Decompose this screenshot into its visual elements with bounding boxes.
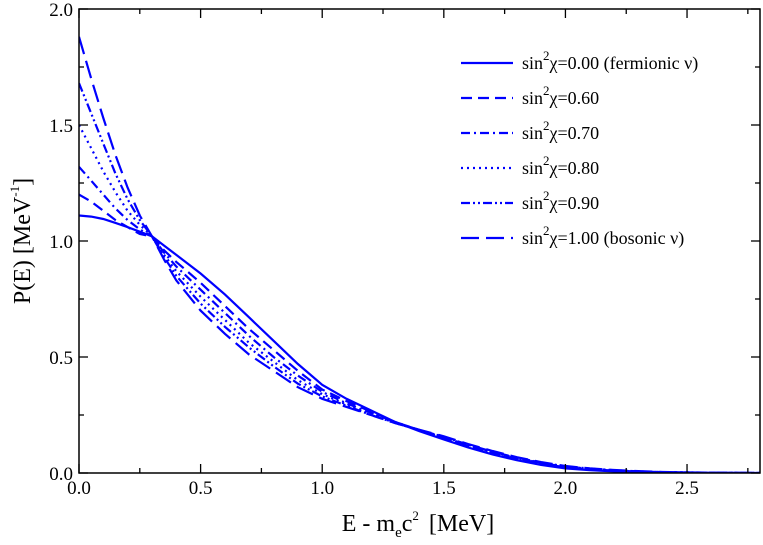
series-line-5 [79,36,760,473]
legend-label-5: sin2χ=1.00 (bosonic ν) [522,223,684,249]
tick-layer: 0.0 0.5 1.0 1.5 2.0 2.5 0.0 0.5 1.0 1.5 2.0 [49,0,760,499]
series-line-0 [79,214,760,473]
y-tick-label: 1.5 [49,116,73,137]
legend-label-3: sin2χ=0.80 [522,153,599,178]
series-line-4 [79,82,760,473]
y-tick-label: 0.5 [49,348,73,369]
legend-label-0: sin2χ=0.00 (fermionic ν) [522,48,698,74]
series-line-2 [79,166,760,473]
y-tick-label: 2.0 [49,0,73,21]
legend-label-4: sin2χ=0.90 [522,188,599,213]
y-axis-title: P(E) [MeV-1] [7,178,36,304]
x-tick-label: 0.0 [67,478,91,499]
x-axis-title: E - mec2 [MeV] [342,508,494,541]
x-tick-label: 2.0 [554,478,578,499]
legend: sin2χ=0.00 (fermionic ν) sin2χ=0.60 sin2χ=… [461,48,698,249]
y-tick-label: 1.0 [49,232,73,253]
series-line-3 [79,124,760,473]
x-tick-label: 2.5 [675,478,699,499]
x-tick-label: 1.5 [432,478,456,499]
x-tick-label: 1.0 [310,478,334,499]
legend-label-1: sin2χ=0.60 [522,83,599,108]
legend-label-2: sin2χ=0.70 [522,118,599,143]
y-tick-label: 0.0 [49,464,73,485]
series-layer [79,36,760,473]
x-tick-label: 0.5 [189,478,213,499]
